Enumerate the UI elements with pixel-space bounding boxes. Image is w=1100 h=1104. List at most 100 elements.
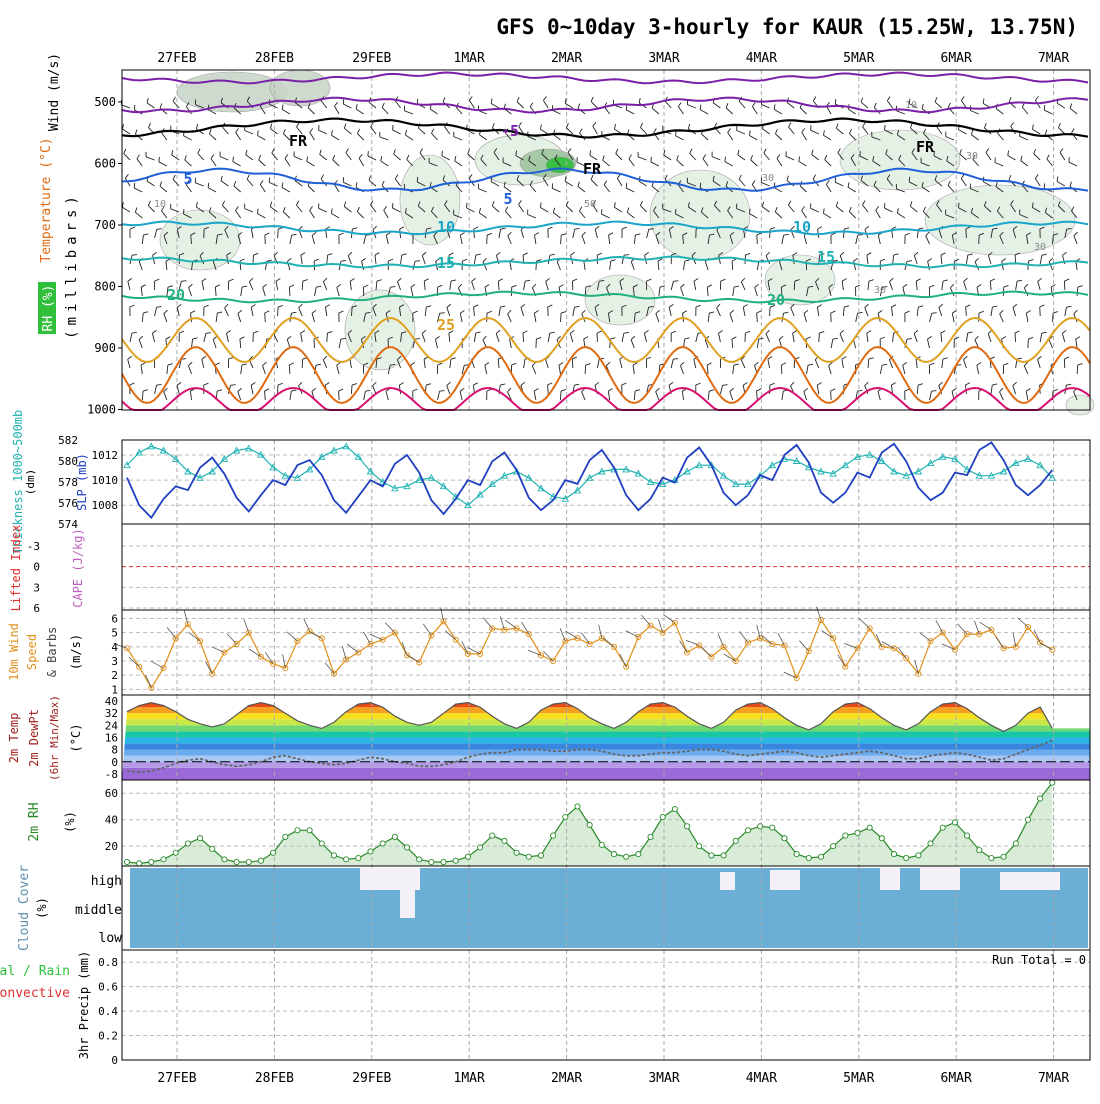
- wind-barb-flag: [631, 336, 635, 339]
- wind-barb-flag: [411, 362, 415, 365]
- wind-barb-flag: [639, 98, 640, 103]
- wind-barb-flag: [534, 311, 538, 314]
- wind10m-barb: [778, 633, 785, 645]
- wind-barb: [460, 235, 462, 244]
- wind-barb: [325, 307, 326, 316]
- wind-barb-flag: [424, 279, 428, 281]
- wind-barb: [677, 160, 684, 166]
- rh2m-point: [234, 859, 239, 864]
- wind-barb-flag: [356, 182, 357, 187]
- wind-barb-flag: [314, 259, 319, 261]
- wind-barb-flag: [381, 156, 382, 161]
- wind-barb: [189, 287, 192, 296]
- wind-barb: [941, 255, 942, 264]
- wind-barb: [867, 255, 868, 264]
- wind-barb-flag: [755, 284, 759, 287]
- wind-barb: [739, 179, 745, 186]
- wind-barb: [240, 339, 241, 348]
- wind-barb-flag: [442, 151, 443, 156]
- rh-contour-label: 30: [1034, 242, 1046, 253]
- wind-barb-flag: [566, 123, 568, 128]
- wind-barb: [141, 287, 142, 296]
- wind-barb-flag: [508, 232, 512, 235]
- rh2m-point: [831, 844, 836, 849]
- wind-barb: [719, 333, 721, 342]
- wind-barb: [793, 333, 795, 342]
- wind-barb-flag: [840, 252, 844, 255]
- wind-barb-flag: [377, 280, 382, 281]
- wind-barb: [153, 255, 155, 264]
- wind-barb-flag: [757, 311, 762, 313]
- wind-barb: [398, 282, 401, 290]
- wind-barb: [474, 255, 475, 264]
- rh2m-unit: (%): [63, 811, 77, 833]
- wind-barb-flag: [344, 202, 345, 207]
- wind-barb: [294, 156, 302, 160]
- wind-barb: [626, 110, 634, 114]
- wind-barb: [942, 281, 943, 290]
- wind-barb: [209, 134, 216, 140]
- isotherm-line: [122, 257, 1088, 268]
- wind-barb-flag: [958, 203, 959, 208]
- wind-barb: [430, 109, 437, 114]
- rh2m-point: [149, 859, 154, 864]
- wind-barb-flag: [882, 364, 887, 365]
- wind10m-ylabel: & Barbs: [45, 627, 59, 678]
- wind10m-line: [127, 620, 1052, 688]
- wind-barb: [505, 211, 511, 218]
- wind-barb-flag: [854, 258, 858, 261]
- isotherm-label: 5: [503, 190, 512, 208]
- cloud-gap: [400, 890, 415, 918]
- wind-barb: [225, 308, 229, 316]
- wind-barb-flag: [137, 155, 140, 159]
- wind-barb-flag: [365, 390, 370, 391]
- precip-ytick: 0.8: [98, 956, 118, 969]
- rh2m-point: [636, 851, 641, 856]
- wind-barb: [741, 360, 745, 368]
- wind-barb-flag: [532, 284, 536, 287]
- wind-barb: [204, 333, 206, 342]
- wind-barb-flag: [977, 362, 981, 365]
- wind-barb: [221, 181, 228, 186]
- wind-barb: [184, 136, 192, 140]
- wind-barb: [216, 313, 217, 322]
- wind-barb-flag: [892, 305, 896, 307]
- wind-barb: [233, 162, 241, 166]
- wind-barb-flag: [196, 202, 197, 207]
- wind-barb: [640, 206, 646, 212]
- wind-barb: [548, 333, 550, 342]
- wind-barb-flag: [204, 383, 209, 385]
- wind-barb: [376, 281, 377, 290]
- wind-barb: [534, 391, 536, 400]
- wind-barb: [817, 307, 818, 316]
- wind-barb-flag: [825, 155, 827, 160]
- wind-barb: [687, 105, 695, 108]
- wind-barb-flag: [968, 254, 973, 255]
- wind-barb-flag: [943, 358, 948, 359]
- wind-barb-flag: [291, 390, 296, 391]
- wind-barb: [164, 392, 167, 400]
- wind-barb-flag: [208, 183, 209, 188]
- wind-barb: [712, 157, 720, 160]
- wind-barb-flag: [950, 284, 953, 288]
- wind-barb: [401, 255, 402, 264]
- wind-barb-flag: [614, 202, 615, 207]
- precip-run-total: Run Total = 0: [992, 953, 1086, 967]
- wind-barb-flag: [961, 96, 964, 100]
- wind-barb: [922, 187, 929, 192]
- wind10m-barb: [1018, 618, 1028, 627]
- wind-barb-flag: [1026, 311, 1030, 314]
- temp2m-ytick: -8: [105, 768, 118, 781]
- wind-barb-flag: [534, 233, 538, 236]
- wind10m-barb: [799, 641, 808, 651]
- wind-barb-flag: [296, 201, 298, 205]
- wind-barb: [893, 255, 894, 264]
- rh2m-point: [124, 859, 129, 864]
- wind-barb: [249, 282, 253, 290]
- wind10m-barb: [620, 654, 626, 666]
- wind-barb: [161, 211, 166, 218]
- rh2m-point: [684, 824, 689, 829]
- wind-barb-flag: [732, 337, 736, 339]
- wind-barb-flag: [1009, 175, 1011, 180]
- rh2m-ytick: 20: [105, 840, 118, 853]
